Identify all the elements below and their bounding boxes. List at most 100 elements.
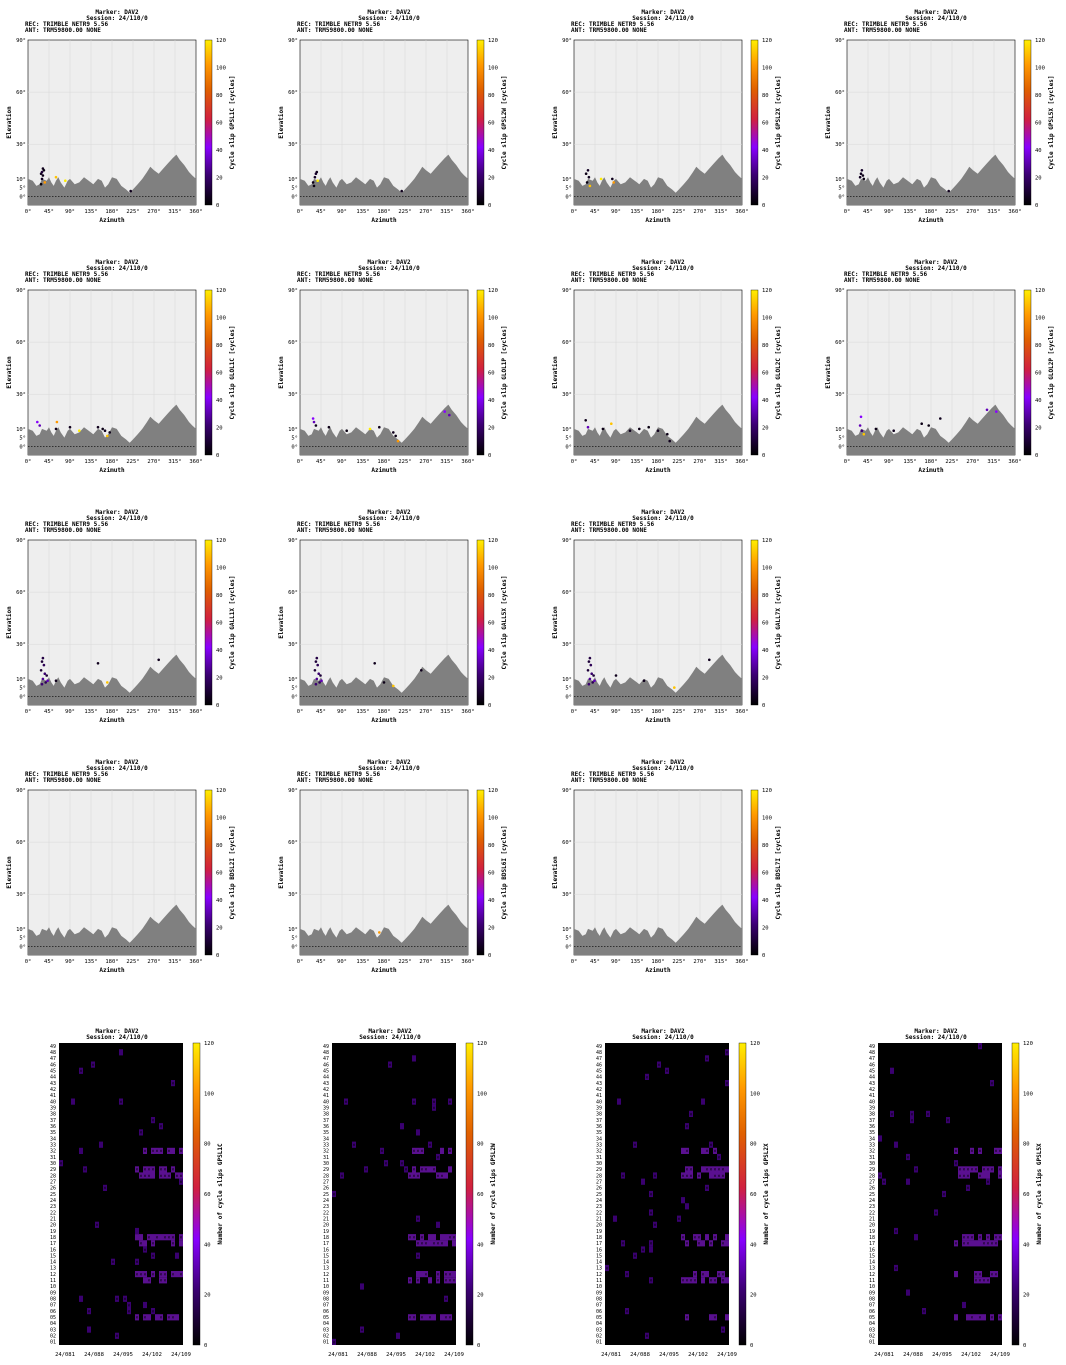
heatmap-cell	[725, 1080, 729, 1087]
heatmap-marker: ×	[409, 1298, 412, 1303]
horizon-mask	[28, 904, 196, 955]
heatmap-marker: ×	[694, 1045, 697, 1050]
heatmap-marker: ×	[116, 1051, 119, 1056]
heatmap-marker: ×	[911, 1298, 914, 1303]
heatmap-marker: ×	[144, 1162, 147, 1167]
heatmap-marker: ×	[646, 1193, 649, 1198]
chart-header-ant: ANT: TRM59800.00 NONE	[297, 777, 373, 784]
y-tick-label: 5°	[291, 686, 298, 692]
y-axis-label: Elevation	[6, 356, 13, 389]
y-tick-label: 42	[323, 1087, 329, 1093]
heatmap-marker: ×	[614, 1107, 617, 1112]
heatmap-marker: ×	[433, 1181, 436, 1186]
heatmap-marker: ×	[638, 1150, 641, 1155]
heatmap-marker: ×	[622, 1057, 625, 1062]
heatmap-marker: ×	[120, 1174, 123, 1179]
heatmap-marker: ×	[979, 1316, 982, 1321]
heatmap-marker: ×	[425, 1094, 428, 1099]
heatmap-marker: ×	[385, 1144, 388, 1149]
heatmap-marker: ×	[658, 1057, 661, 1062]
heatmap-marker: ×	[180, 1082, 183, 1087]
heatmap-marker: ×	[429, 1156, 432, 1161]
y-tick-label: 0°	[291, 694, 298, 700]
heatmap-marker: ×	[646, 1285, 649, 1290]
heatmap-marker: ×	[172, 1261, 175, 1266]
heatmap-cell	[697, 1234, 701, 1241]
heatmap-marker: ×	[148, 1057, 151, 1062]
heatmap-marker: ×	[658, 1137, 661, 1142]
heatmap-cell	[159, 1166, 163, 1173]
heatmap-cell	[91, 1061, 95, 1068]
heatmap-marker: ×	[409, 1144, 412, 1149]
heatmap-marker: ×	[76, 1236, 79, 1241]
heatmap-marker: ×	[698, 1230, 701, 1235]
y-tick-label: 0°	[565, 694, 572, 700]
heatmap-marker: ×	[389, 1211, 392, 1216]
heatmap-marker: ×	[967, 1285, 970, 1290]
heatmap-marker: ×	[943, 1341, 946, 1346]
heatmap-marker: ×	[345, 1156, 348, 1161]
heatmap-marker: ×	[417, 1064, 420, 1069]
heatmap-marker: ×	[441, 1107, 444, 1112]
y-tick-label: 30°	[562, 642, 572, 648]
heatmap-marker: ×	[345, 1242, 348, 1247]
heatmap-marker: ×	[698, 1162, 701, 1167]
heatmap-marker: ×	[610, 1298, 613, 1303]
heatmap-marker: ×	[642, 1094, 645, 1099]
heatmap-marker: ×	[365, 1094, 368, 1099]
heatmap-marker: ×	[437, 1322, 440, 1327]
heatmap-marker: ×	[132, 1088, 135, 1093]
heatmap-marker: ×	[156, 1310, 159, 1315]
heatmap-marker: ×	[92, 1205, 95, 1210]
heatmap-marker: ×	[68, 1285, 71, 1290]
heatmap-marker: ×	[610, 1224, 613, 1229]
heatmap-marker: ×	[421, 1298, 424, 1303]
data-point	[584, 419, 587, 422]
heatmap-marker: ×	[887, 1292, 890, 1297]
heatmap-marker: ×	[345, 1255, 348, 1260]
heatmap-marker: ×	[710, 1310, 713, 1315]
y-tick-label: 30	[50, 1161, 56, 1167]
heatmap-marker: ×	[449, 1279, 452, 1284]
heatmap-marker: ×	[76, 1199, 79, 1204]
heatmap-marker: ×	[68, 1088, 71, 1093]
heatmap-marker: ×	[361, 1057, 364, 1062]
heatmap-marker: ×	[437, 1082, 440, 1087]
heatmap-marker: ×	[353, 1267, 356, 1272]
heatmap-marker: ×	[128, 1131, 131, 1136]
heatmap-marker: ×	[100, 1107, 103, 1112]
heatmap-marker: ×	[120, 1131, 123, 1136]
y-tick-label: 49	[596, 1044, 602, 1050]
heatmap-cell	[701, 1277, 705, 1284]
colorbar-label: Cycle slip GPSL2X [cycles]	[775, 76, 782, 170]
y-tick-label: 45	[596, 1069, 602, 1075]
heatmap-marker: ×	[140, 1076, 143, 1081]
heatmap-marker: ×	[337, 1088, 340, 1093]
heatmap-marker: ×	[72, 1248, 75, 1253]
x-tick-label: 24/109	[444, 1352, 464, 1358]
heatmap-marker: ×	[337, 1230, 340, 1235]
heatmap-marker: ×	[698, 1248, 701, 1253]
heatmap-marker: ×	[678, 1181, 681, 1186]
heatmap-marker: ×	[939, 1322, 942, 1327]
heatmap-marker: ×	[682, 1329, 685, 1334]
heatmap-marker: ×	[164, 1304, 167, 1309]
data-point	[628, 429, 632, 433]
heatmap-marker: ×	[646, 1150, 649, 1155]
heatmap-marker: ×	[353, 1230, 356, 1235]
heatmap-marker: ×	[706, 1279, 709, 1284]
heatmap-marker: ×	[64, 1057, 67, 1062]
heatmap-marker: ×	[995, 1329, 998, 1334]
heatmap-marker: ×	[433, 1335, 436, 1340]
x-tick-label: 24/095	[113, 1352, 133, 1358]
colorbar-tick-label: 100	[477, 1091, 487, 1097]
heatmap-marker: ×	[718, 1236, 721, 1241]
heatmap-marker: ×	[373, 1193, 376, 1198]
heatmap-marker: ×	[626, 1292, 629, 1297]
colorbar-tick-label: 0	[1035, 453, 1038, 459]
heatmap-marker: ×	[357, 1261, 360, 1266]
heatmap-cell	[717, 1166, 721, 1173]
heatmap-marker: ×	[405, 1094, 408, 1099]
heatmap-marker: ×	[634, 1144, 637, 1149]
x-axis-label: Azimuth	[371, 467, 397, 474]
